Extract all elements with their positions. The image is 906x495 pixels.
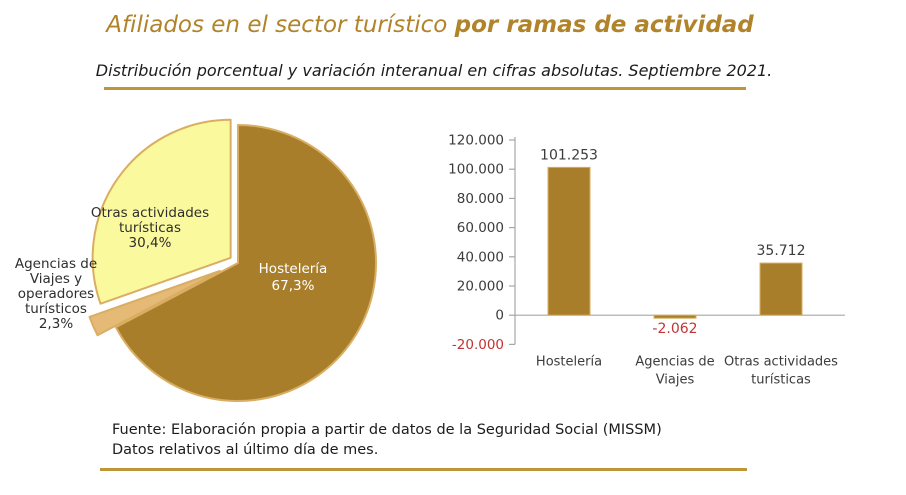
svg-text:Hostelería: Hostelería bbox=[536, 354, 602, 369]
svg-text:80.000: 80.000 bbox=[457, 191, 504, 207]
svg-text:20.000: 20.000 bbox=[457, 279, 504, 295]
page-title: Afiliados en el sector turístico por ram… bbox=[0, 12, 860, 38]
svg-text:40.000: 40.000 bbox=[457, 249, 504, 265]
svg-text:-2.062: -2.062 bbox=[652, 321, 697, 337]
footer-underline bbox=[100, 468, 747, 471]
svg-text:Viajes: Viajes bbox=[656, 372, 695, 387]
pie-chart-canvas bbox=[88, 118, 377, 402]
svg-text:120.000: 120.000 bbox=[448, 133, 504, 149]
svg-text:35.712: 35.712 bbox=[757, 243, 806, 259]
svg-text:100.000: 100.000 bbox=[448, 162, 504, 178]
svg-text:60.000: 60.000 bbox=[457, 220, 504, 236]
pie-label-agencias: Agencias de Viajes y operadores turístic… bbox=[14, 256, 98, 332]
source-note-line1: Fuente: Elaboración propia a partir de d… bbox=[112, 422, 662, 438]
page-subtitle: Distribución porcentual y variación inte… bbox=[95, 61, 773, 80]
svg-text:101.253: 101.253 bbox=[540, 147, 598, 163]
pie-label-otras-actividades: Otras actividades turísticas 30,4% bbox=[90, 205, 210, 251]
svg-text:turísticas: turísticas bbox=[751, 372, 811, 387]
subtitle-underline bbox=[104, 87, 746, 90]
source-note-line2: Datos relativos al último día de mes. bbox=[112, 442, 379, 458]
svg-text:0: 0 bbox=[495, 308, 504, 324]
svg-text:-20.000: -20.000 bbox=[452, 337, 504, 353]
page-title-bold: por ramas de actividad bbox=[454, 12, 754, 38]
svg-text:Otras actividades: Otras actividades bbox=[724, 354, 838, 369]
pie-chart: Hostelería 67,3% Otras actividades turís… bbox=[0, 105, 430, 405]
source-note: Fuente: Elaboración propia a partir de d… bbox=[112, 420, 662, 460]
page-title-regular: Afiliados en el sector turístico bbox=[106, 12, 455, 38]
svg-text:Agencias de: Agencias de bbox=[635, 354, 714, 369]
pie-label-hosteleria: Hostelería 67,3% bbox=[258, 261, 328, 294]
bar-chart: 120.000 100.000 80.000 60.000 40.000 20.000 0 -… bbox=[448, 133, 845, 387]
